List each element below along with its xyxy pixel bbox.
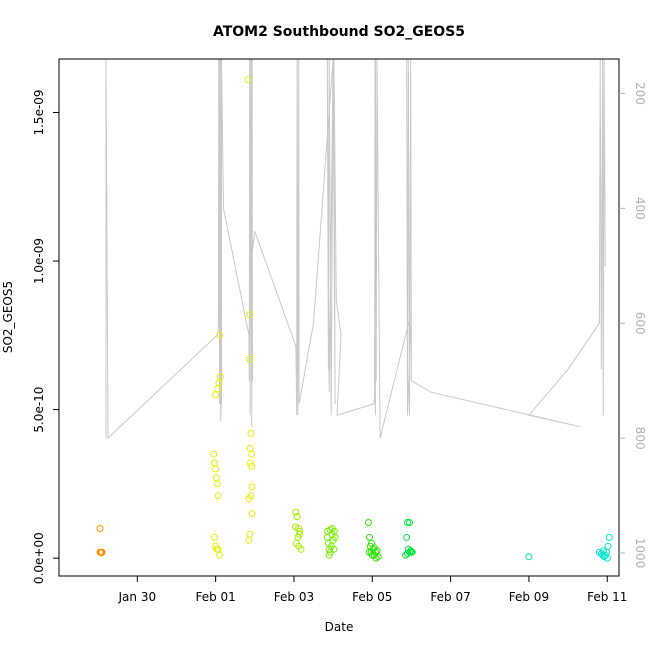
data-point [216, 331, 224, 339]
y2-tick-label: 1000 [633, 538, 647, 569]
data-point [366, 533, 373, 541]
data-point [403, 533, 411, 541]
data-point [404, 550, 411, 558]
plot-frame [58, 58, 620, 577]
data-point [212, 474, 220, 482]
data-point [244, 76, 252, 84]
data-point [364, 519, 372, 526]
data-point [292, 523, 299, 531]
x-tick-label: Feb 07 [430, 590, 470, 604]
x-tick-label: Feb 09 [509, 590, 549, 604]
pressure-trace-layer [105, 58, 607, 440]
data-point [525, 553, 533, 561]
data-point [214, 492, 222, 500]
chart-title: ATOM2 Southbound SO2_GEOS5 [213, 24, 465, 40]
data-point [245, 536, 253, 544]
y-tick-label: 1.5e-09 [32, 89, 46, 135]
data-point [216, 373, 224, 381]
data-point [330, 545, 338, 553]
y2-axis-pressure: 200 400 600 800 1000 [619, 82, 647, 568]
data-point [374, 553, 382, 561]
data-point [248, 510, 256, 518]
data-point [404, 519, 411, 526]
data-point [216, 551, 224, 559]
data-point [212, 391, 220, 399]
data-point [292, 508, 300, 516]
data-point [603, 554, 611, 562]
data-point [402, 551, 410, 559]
x-tick-label: Feb 03 [274, 590, 314, 604]
data-point [246, 530, 254, 538]
data-points-layer [96, 76, 613, 562]
x-tick-label: Feb 01 [195, 590, 235, 604]
data-point [599, 547, 607, 555]
pressure-trace-line [105, 58, 607, 440]
data-point [295, 530, 303, 538]
data-point [212, 465, 220, 473]
y-axis-label: SO2_GEOS5 [1, 281, 15, 353]
data-point [406, 519, 413, 526]
y-tick-label: 0.0e+00 [32, 532, 46, 584]
data-point [246, 311, 254, 318]
data-point [247, 429, 255, 437]
x-tick-label: Jan 30 [118, 590, 157, 604]
data-point [248, 450, 256, 458]
data-point [246, 444, 254, 452]
x-axis-label: Date [325, 620, 354, 634]
data-point [210, 450, 218, 458]
data-point [98, 548, 106, 556]
data-point [296, 527, 304, 535]
y2-tick-label: 200 [633, 82, 647, 105]
y2-tick-label: 400 [633, 197, 647, 220]
x-tick-label: Feb 05 [352, 590, 392, 604]
x-axis: Jan 30 Feb 01 Feb 03 Feb 05 Feb 07 Feb 09 Feb … [118, 576, 627, 604]
data-point [331, 533, 339, 541]
data-point [248, 462, 256, 470]
data-point [604, 542, 612, 550]
data-point [248, 483, 256, 491]
y-tick-label: 1.0e-09 [32, 238, 46, 284]
data-point [325, 551, 333, 559]
y-tick-label: 5.0e-10 [32, 387, 46, 433]
data-point [213, 480, 221, 488]
data-point [605, 533, 613, 541]
data-point [297, 545, 305, 553]
data-point [246, 355, 254, 363]
y2-tick-label: 600 [633, 312, 647, 335]
data-point [372, 554, 380, 562]
y2-tick-label: 800 [633, 427, 647, 450]
data-point [211, 459, 218, 467]
x-tick-label: Feb 11 [587, 590, 627, 604]
data-point [245, 495, 253, 503]
data-point [211, 533, 218, 541]
data-point [96, 525, 104, 532]
data-point [408, 548, 416, 556]
data-point [293, 513, 301, 521]
data-point [365, 548, 373, 556]
data-point [370, 544, 378, 552]
y-axis: 0.0e+00 5.0e-10 1.0e-09 1.5e-09 [32, 89, 59, 584]
